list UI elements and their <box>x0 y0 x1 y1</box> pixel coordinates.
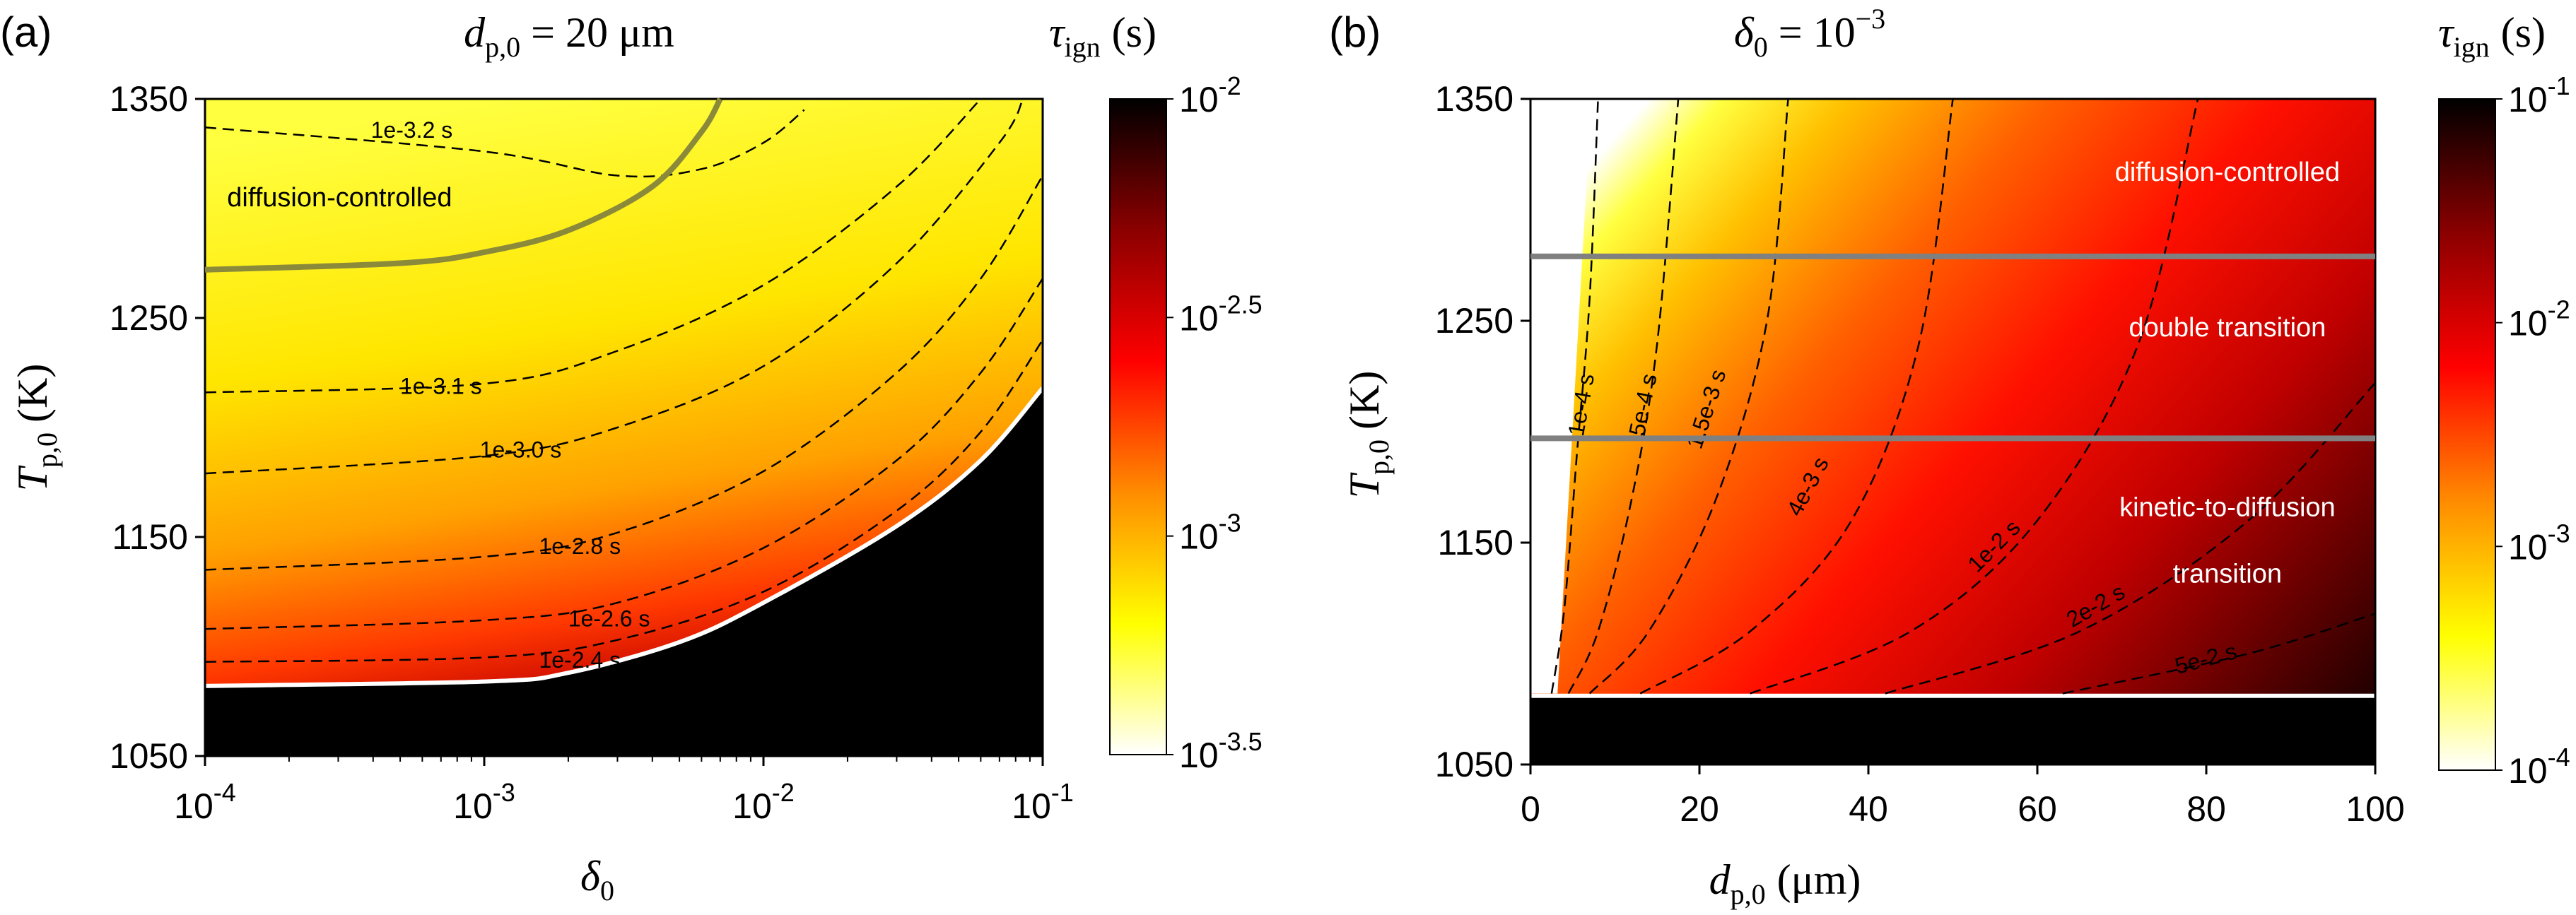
regime-label: diffusion-controlled <box>2115 158 2340 187</box>
x-tick-label: 100 <box>2346 789 2404 829</box>
regime-boundary <box>204 98 723 273</box>
x-tick-label: 10-3 <box>453 778 515 826</box>
x-tick-label: 40 <box>1849 789 1888 829</box>
y-tick-label: 1250 <box>110 298 188 338</box>
contour-line <box>1550 98 1599 694</box>
contour-line <box>1750 98 2199 695</box>
x-tick-label: 10-2 <box>732 778 795 826</box>
panel-b-y-ticks: 1050 1150 1250 1350 <box>1435 79 1530 784</box>
y-tick-label: 1150 <box>112 517 188 557</box>
panel-a-x-ticks: 10-4 10-3 10-2 10-1 <box>174 756 1074 826</box>
colorbar-tick-label: 10-2 <box>2508 295 2570 343</box>
panel-b-x-axis-label: dp,0 (μm) <box>1709 856 1861 910</box>
plot-frame <box>204 98 1044 757</box>
panel-b-label: (b) <box>1329 8 1381 56</box>
panel-a-y-ticks: 1050 1150 1250 1350 <box>110 79 205 776</box>
contour-label: 1e-3.1 s <box>400 374 482 399</box>
colorbar-gradient <box>1109 98 1167 755</box>
panel-b-title: δ0 = 10−3 <box>1734 3 1885 63</box>
y-tick-label: 1250 <box>1435 301 1514 341</box>
panel-b-regime-boundaries: diffusion-controlled double transition kin… <box>1530 158 2375 589</box>
contour-label: 1e-2.6 s <box>568 606 650 631</box>
contour-label: 1e-2.8 s <box>539 533 621 559</box>
panel-b-plot-area: Tign <box>1529 98 2377 766</box>
y-tick-label: 1050 <box>1435 745 1514 784</box>
contour-line <box>204 109 805 178</box>
y-tick-label: 1050 <box>110 736 188 776</box>
regime-label: double transition <box>2129 313 2326 343</box>
contour-line <box>204 98 1024 475</box>
x-tick-label: 60 <box>2018 789 2057 829</box>
colorbar-tick-label: 10-1 <box>2508 71 2570 119</box>
contour-line <box>1639 98 1954 695</box>
contour-line <box>204 339 1044 663</box>
panel-a-plot-area: Tign <box>204 98 1045 757</box>
panel-a-colorbar-title: τign (s) <box>1049 9 1157 63</box>
panel-a-label: (a) <box>0 8 52 56</box>
contour-label: 1e-3.0 s <box>480 437 562 463</box>
contour-line <box>2062 613 2376 695</box>
y-tick-label: 1150 <box>1437 523 1514 562</box>
regime-label: transition <box>2173 560 2282 589</box>
heatmap-field <box>1530 99 2375 765</box>
panel-a-title: dp,0 = 20 μm <box>464 9 674 63</box>
panel-a-regime-boundaries: diffusion-controlled <box>204 98 723 273</box>
panel-b: (b) δ0 = 10−3 Tign 1e-4 s 5e-4 s 1.5e-3 s4… <box>1329 3 2570 910</box>
x-tick-label: 0 <box>1521 789 1540 829</box>
panel-b-colorbar: 10-1 10-2 10-3 10-4 <box>2438 71 2570 791</box>
ignition-temp-label: Tign <box>218 703 267 745</box>
ignition-curve <box>204 386 1045 688</box>
colorbar-gradient <box>2438 98 2496 771</box>
panel-a-x-axis-label: δ0 <box>580 853 614 907</box>
panel-b-colorbar-title: τign (s) <box>2438 9 2546 63</box>
x-tick-label: 20 <box>1680 789 1719 829</box>
no-ignition-region <box>205 388 1043 756</box>
x-tick-label: 10-4 <box>174 778 236 826</box>
panel-a-y-axis-label: Tp,0(K) <box>9 364 63 492</box>
contour-line <box>204 175 1044 571</box>
colorbar-tick-label: 10-4 <box>2508 743 2570 791</box>
colorbar-tick-label: 10-3 <box>1179 509 1241 557</box>
unreached-region <box>1530 99 1592 694</box>
y-tick-label: 1350 <box>1435 79 1514 119</box>
x-tick-label: 10-1 <box>1012 778 1074 826</box>
panel-a: (a) dp,0 = 20 μm Tign 1e-3.2 s1e-3.1 s1e… <box>0 8 1263 907</box>
contour-label: 1e-2.4 s <box>539 647 621 673</box>
colorbar-tick-label: 10-2 <box>1179 71 1241 119</box>
ignition-temp-label: Tign <box>1543 712 1592 753</box>
panel-b-x-ticks: 0 20 40 60 80 100 <box>1521 765 2405 829</box>
regime-label: kinetic-to-diffusion <box>2119 492 2336 522</box>
contour-line <box>204 98 982 394</box>
no-ignition-region <box>1530 695 2375 765</box>
panel-a-contours: 1e-3.2 s 1e-3.1 s 1e-3.0 s 1e-2.8 s 1e-2.6 s… <box>204 98 1044 673</box>
x-tick-label: 80 <box>2186 789 2226 829</box>
contour-line <box>204 278 1044 630</box>
y-tick-label: 1350 <box>110 79 188 119</box>
panel-b-y-axis-label: Tp,0(K) <box>1341 371 1395 499</box>
colorbar-tick-label: 10-3 <box>2508 519 2570 567</box>
regime-label: diffusion-controlled <box>227 183 452 213</box>
colorbar-tick-label: 10-3.5 <box>1179 727 1263 775</box>
contour-line <box>1885 382 2376 695</box>
contour-label: 1e-3.2 s <box>371 117 453 143</box>
colorbar-tick-label: 10-2.5 <box>1179 290 1263 338</box>
panel-a-colorbar: 10-2 10-2.5 10-3 10-3.5 <box>1109 71 1263 775</box>
contour-line <box>1588 98 1789 695</box>
